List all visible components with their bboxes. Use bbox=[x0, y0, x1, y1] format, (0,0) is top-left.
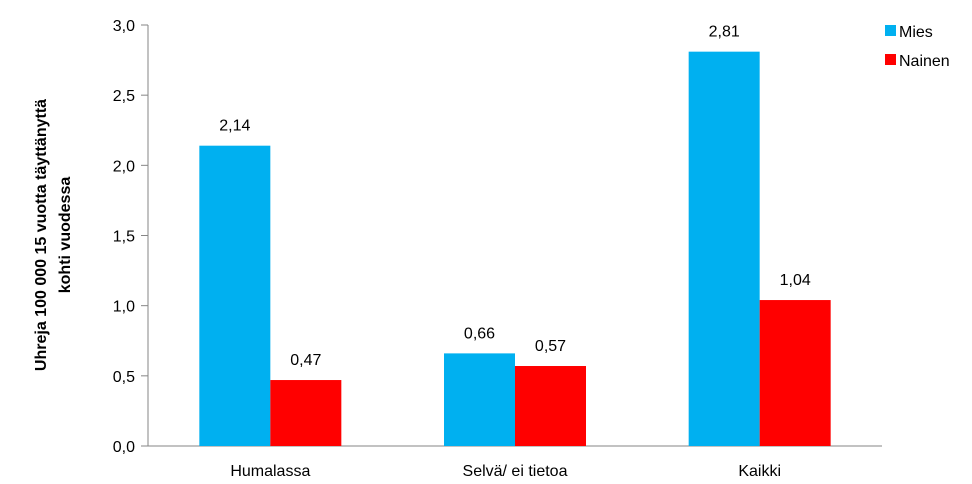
bar-mies-0 bbox=[199, 145, 271, 447]
y-axis-ticks: 0,0 0,5 1,0 1,5 2,0 2,5 3,0 bbox=[113, 18, 148, 456]
bar-mies-1 bbox=[444, 353, 515, 446]
data-label: 2,81 bbox=[709, 24, 740, 41]
bar-nainen-1 bbox=[515, 366, 586, 446]
legend-label-mies: Mies bbox=[899, 24, 933, 41]
bars bbox=[199, 51, 831, 447]
y-axis-title-line-2: kohti vuodessa bbox=[57, 177, 74, 294]
bar-nainen-0 bbox=[270, 380, 342, 446]
data-label: 0,57 bbox=[535, 338, 566, 355]
legend-swatch-nainen bbox=[885, 54, 896, 65]
y-tick-label: 1,5 bbox=[113, 229, 135, 246]
y-axis-title: Uhreja 100 000 15 vuotta täyttänyttä koh… bbox=[33, 99, 74, 371]
data-labels: 2,14 0,47 0,66 0,57 2,81 1,04 bbox=[219, 24, 811, 369]
y-tick-label: 0,5 bbox=[113, 369, 135, 386]
x-category-label: Selvä/ ei tietoa bbox=[463, 463, 568, 480]
x-category-label: Humalassa bbox=[230, 463, 310, 480]
data-label: 0,66 bbox=[464, 325, 495, 342]
legend-swatch-mies bbox=[885, 25, 896, 36]
data-label: 1,04 bbox=[780, 272, 811, 289]
bar-mies-2 bbox=[688, 51, 760, 447]
x-category-label: Kaikki bbox=[738, 463, 781, 480]
legend: Mies Nainen bbox=[885, 24, 950, 70]
y-tick-label: 1,0 bbox=[113, 299, 135, 316]
data-label: 2,14 bbox=[219, 118, 250, 135]
x-axis-category-labels: Humalassa Selvä/ ei tietoa Kaikki bbox=[230, 463, 781, 480]
y-tick-label: 0,0 bbox=[113, 439, 135, 456]
y-axis-title-line-1: Uhreja 100 000 15 vuotta täyttänyttä bbox=[33, 99, 50, 371]
bar-nainen-2 bbox=[759, 300, 831, 446]
legend-label-nainen: Nainen bbox=[899, 53, 950, 70]
data-label: 0,47 bbox=[290, 352, 321, 369]
y-tick-label: 3,0 bbox=[113, 18, 135, 35]
y-tick-label: 2,0 bbox=[113, 158, 135, 175]
y-tick-label: 2,5 bbox=[113, 88, 135, 105]
